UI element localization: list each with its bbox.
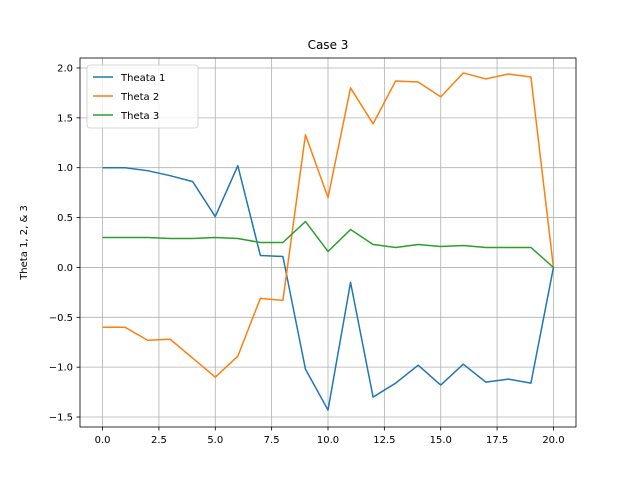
series-line-1 <box>102 164 555 411</box>
legend-label-2: Theta 2 <box>120 92 159 103</box>
x-tick-label: 15.0 <box>430 435 452 446</box>
y-tick-label: 2.0 <box>57 63 73 74</box>
y-tick-label: −1.0 <box>49 363 73 374</box>
legend-label-1: Theata 1 <box>120 73 165 84</box>
x-tick-label: 2.5 <box>151 435 167 446</box>
axis-ticks: 0.0 2.5 5.0 7.5 10.0 12.5 15.0 17.5 20.0 −1.5 −1.0… <box>49 63 565 446</box>
y-tick-label: −0.5 <box>49 313 73 324</box>
series-line-3 <box>102 220 554 268</box>
legend-label-3: Theta 3 <box>120 111 159 122</box>
series-line-2 <box>102 72 555 378</box>
x-tick-label: 7.5 <box>264 435 280 446</box>
y-tick-label: 0.0 <box>57 263 73 274</box>
series-group <box>102 72 555 411</box>
legend-box <box>86 64 199 129</box>
y-tick-label: −1.5 <box>49 413 73 424</box>
x-tick-label: 0.0 <box>95 435 111 446</box>
legend: Theata 1 Theta 2 Theta 3 <box>86 64 199 129</box>
y-tick-label: 1.5 <box>57 113 73 124</box>
y-tick-label: 0.5 <box>57 213 73 224</box>
y-axis-label: Theta 1, 2, & 3 <box>19 205 30 281</box>
x-tick-label: 12.5 <box>373 435 395 446</box>
chart-title: Case 3 <box>308 38 349 52</box>
x-tick-label: 10.0 <box>317 435 339 446</box>
x-tick-label: 5.0 <box>207 435 223 446</box>
grid <box>80 58 576 427</box>
x-tick-label: 20.0 <box>542 435 564 446</box>
x-tick-label: 17.5 <box>486 435 508 446</box>
y-tick-label: 1.0 <box>57 163 73 174</box>
